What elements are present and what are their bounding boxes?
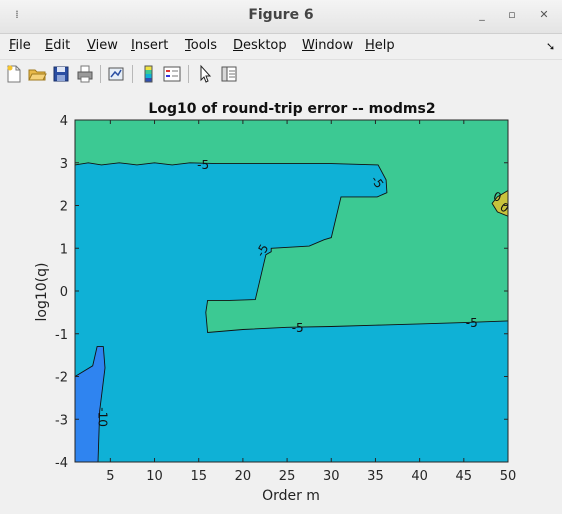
- toolbar-separator: [100, 65, 101, 83]
- open-file-icon[interactable]: [27, 64, 47, 84]
- title-bar: ⁞ Figure 6 _ ▫ ✕: [0, 0, 562, 34]
- maximize-icon[interactable]: ▫: [508, 8, 516, 21]
- y-tick-label: -4: [55, 456, 68, 471]
- toolbar: [0, 59, 562, 89]
- y-tick-label: 1: [60, 242, 68, 257]
- x-tick-label: 20: [235, 469, 252, 484]
- chart-title: Log10 of round-trip error -- modms2: [148, 101, 435, 117]
- menu-edit[interactable]: Edit: [45, 38, 71, 53]
- insert-legend-icon[interactable]: [162, 64, 182, 84]
- menu-desktop[interactable]: Desktop: [233, 38, 287, 53]
- link-plot-icon[interactable]: [106, 64, 126, 84]
- window-menu-icon[interactable]: ⁞: [15, 8, 19, 21]
- save-icon[interactable]: [51, 64, 71, 84]
- print-icon[interactable]: [75, 64, 95, 84]
- edit-plot-arrow-icon[interactable]: [195, 64, 215, 84]
- y-tick-label: -3: [55, 413, 68, 428]
- toolbar-separator: [132, 65, 133, 83]
- x-tick-label: 30: [323, 469, 340, 484]
- figure-area: Log10 of round-trip error -- modms2 -5 -5…: [0, 88, 562, 510]
- contour-line: [75, 162, 508, 333]
- new-figure-icon[interactable]: [4, 64, 24, 84]
- menu-tools[interactable]: Tools: [185, 38, 218, 53]
- x-tick-label: 10: [146, 469, 163, 484]
- contour-line: [75, 346, 106, 462]
- insert-colorbar-icon[interactable]: [139, 64, 159, 84]
- close-icon[interactable]: ✕: [539, 8, 549, 21]
- y-axis-label: log10(q): [34, 263, 50, 322]
- y-tick-label: -2: [55, 371, 68, 386]
- contour-label: 0: [491, 189, 503, 205]
- x-tick-label: 5: [106, 469, 114, 484]
- dock-arrow-icon[interactable]: ➘: [546, 40, 556, 53]
- y-tick-label: 4: [60, 114, 68, 129]
- y-tick-label: 3: [60, 157, 68, 172]
- menu-insert[interactable]: Insert: [131, 38, 169, 53]
- menu-window[interactable]: Window: [302, 38, 354, 53]
- contour-region-low: [75, 346, 105, 462]
- menu-bar: File Edit View Insert Tools Desktop Wind…: [0, 34, 562, 58]
- menu-help[interactable]: Help: [365, 38, 395, 53]
- menu-view[interactable]: View: [87, 38, 118, 53]
- toolbar-separator: [188, 65, 189, 83]
- minimize-icon[interactable]: _: [479, 8, 485, 21]
- contour-label: -5: [466, 316, 478, 330]
- y-tick-label: 0: [60, 285, 68, 300]
- contour-label: -10: [95, 407, 109, 427]
- y-tick-label: 2: [60, 200, 68, 215]
- x-tick-label: 50: [500, 469, 517, 484]
- contour-region-high: [75, 120, 508, 333]
- window-title: Figure 6: [248, 7, 314, 23]
- x-tick-label: 15: [190, 469, 207, 484]
- y-tick-label: -1: [55, 328, 68, 343]
- menu-file[interactable]: File: [9, 38, 31, 53]
- property-inspector-icon[interactable]: [219, 64, 239, 84]
- contour-label: -5: [292, 321, 304, 335]
- contour-line: [491, 190, 508, 217]
- contour-chart[interactable]: Log10 of round-trip error -- modms2 -5 -5…: [0, 88, 562, 510]
- x-tick-label: 45: [456, 469, 473, 484]
- x-tick-label: 40: [411, 469, 428, 484]
- x-tick-label: 35: [367, 469, 384, 484]
- x-axis-label: Order m: [262, 488, 320, 504]
- contour-label: -5: [197, 158, 209, 172]
- x-tick-label: 25: [279, 469, 296, 484]
